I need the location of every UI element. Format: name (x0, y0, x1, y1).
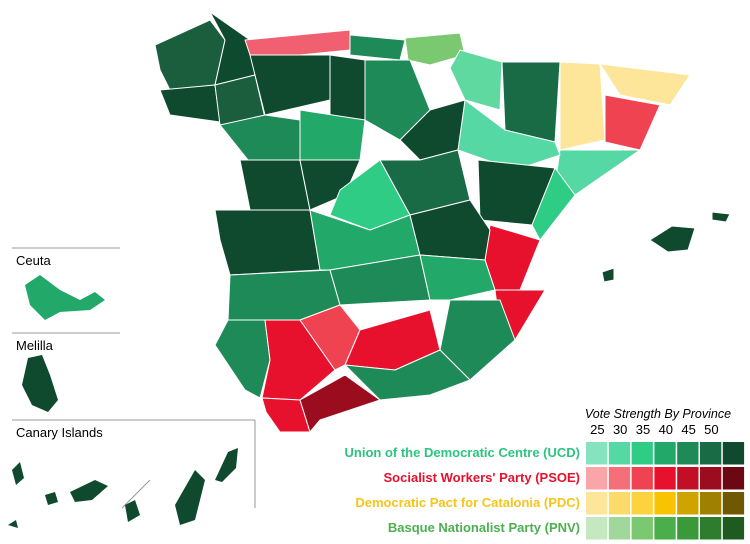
legend-swatch (586, 467, 608, 490)
legend-scale-label: 50 (704, 422, 718, 437)
legend-swatch (586, 492, 608, 515)
legend: Vote Strength By Province 25 30 35 40 45 50 Un… (345, 407, 745, 540)
legend-party: Democratic Pact for Catalonia (PDC) (355, 495, 580, 510)
legend-swatch (654, 467, 676, 490)
inset-label: Melilla (16, 338, 54, 353)
legend-swatch (677, 442, 699, 465)
legend-swatch (700, 467, 722, 490)
legend-swatch (700, 442, 722, 465)
legend-swatch (631, 517, 653, 540)
legend-title: Vote Strength By Province (585, 407, 731, 421)
legend-party: Union of the Democratic Centre (UCD) (345, 445, 580, 460)
legend-swatch (608, 517, 631, 540)
spain-provinces (154, 11, 731, 433)
legend-swatch (677, 492, 699, 515)
inset-label: Ceuta (16, 253, 51, 268)
legend-swatch (677, 517, 699, 540)
legend-swatch (700, 517, 722, 540)
inset-label: Canary Islands (16, 425, 103, 440)
legend-swatch (631, 492, 653, 515)
legend-party: Basque Nationalist Party (PNV) (388, 520, 580, 535)
legend-swatch (631, 442, 653, 465)
legend-scale-label: 40 (659, 422, 673, 437)
legend-swatch (608, 492, 631, 515)
legend-swatch (586, 442, 608, 465)
legend-scale-label: 25 (590, 422, 604, 437)
insets: Ceuta Melilla Canary Islands (8, 247, 256, 528)
legend-scale-label: 45 (681, 422, 695, 437)
legend-swatch (722, 517, 745, 540)
legend-scale-label: 35 (636, 422, 650, 437)
legend-swatch (677, 467, 699, 490)
legend-party: Socialist Workers' Party (PSOE) (384, 470, 580, 485)
legend-swatch (631, 467, 653, 490)
legend-swatch (608, 467, 631, 490)
legend-swatch (722, 492, 745, 515)
legend-swatch (586, 517, 608, 540)
legend-scale-label: 30 (613, 422, 627, 437)
legend-swatch (654, 492, 676, 515)
legend-swatch (654, 442, 676, 465)
legend-swatch (654, 517, 676, 540)
legend-swatch (608, 442, 631, 465)
legend-swatch (722, 442, 745, 465)
legend-swatch (700, 492, 722, 515)
legend-swatch (722, 467, 745, 490)
